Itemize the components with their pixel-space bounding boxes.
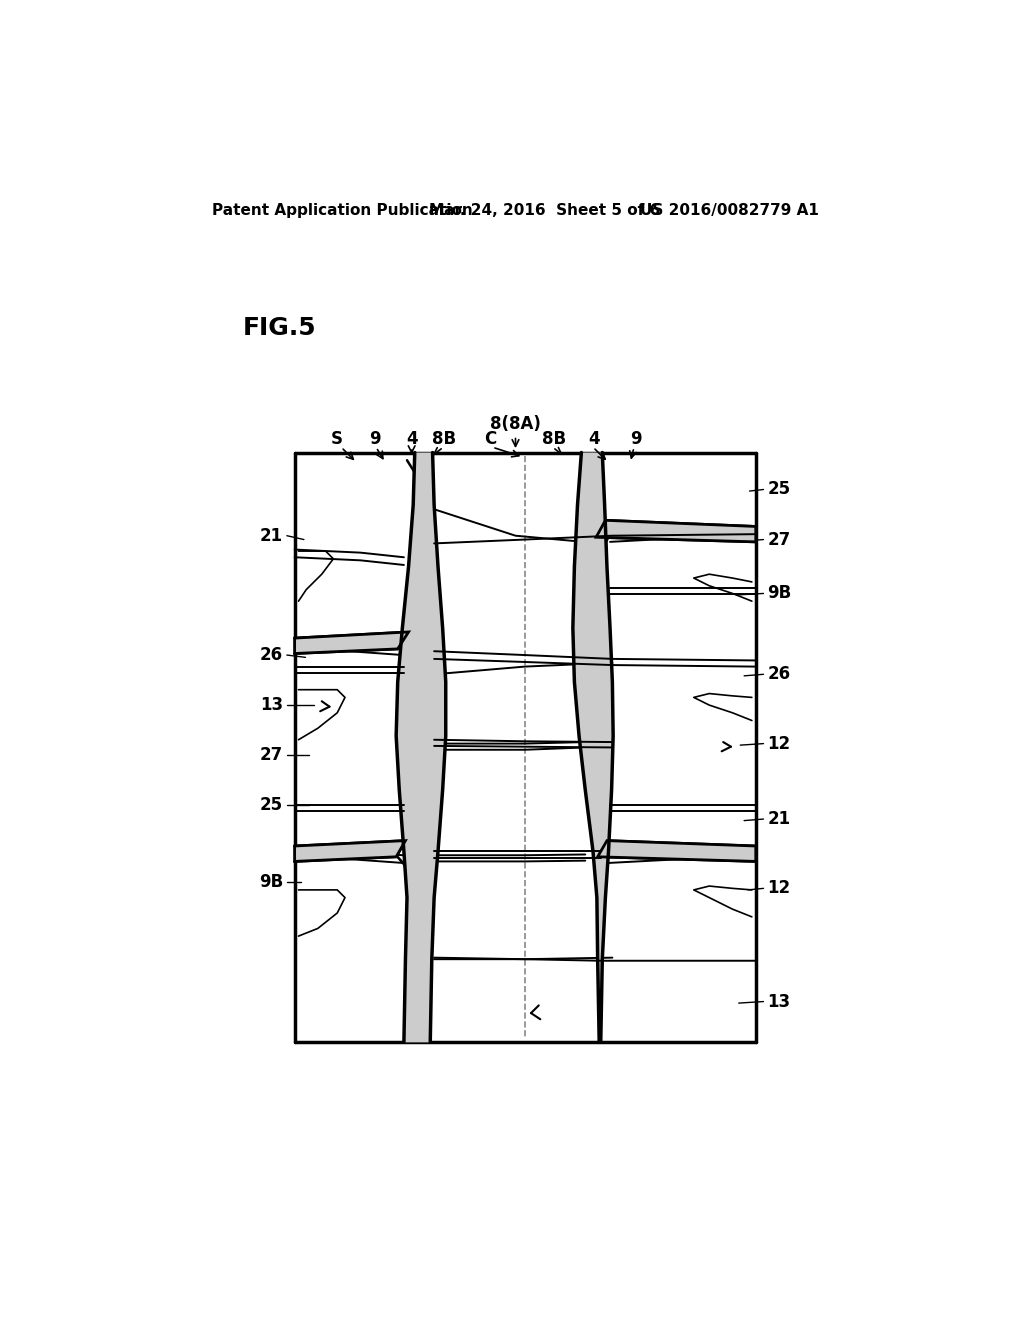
Text: 9B: 9B [259,874,283,891]
Text: 9: 9 [369,430,380,449]
Text: 12: 12 [767,879,791,898]
Text: 21: 21 [260,527,283,545]
Polygon shape [295,632,409,653]
Text: 27: 27 [767,531,791,549]
Text: 9B: 9B [767,585,792,602]
Polygon shape [396,453,445,1043]
Text: 9: 9 [630,430,641,449]
Text: 26: 26 [767,665,791,684]
Text: 8(8A): 8(8A) [490,414,541,433]
Text: C: C [484,430,497,449]
Text: FIG.5: FIG.5 [243,315,316,339]
Text: Mar. 24, 2016  Sheet 5 of 6: Mar. 24, 2016 Sheet 5 of 6 [429,203,659,218]
Polygon shape [596,520,756,543]
Text: 12: 12 [767,735,791,752]
Text: 21: 21 [767,810,791,828]
Text: 13: 13 [260,696,283,714]
Polygon shape [295,841,406,862]
Text: Patent Application Publication: Patent Application Publication [212,203,472,218]
Text: 26: 26 [260,645,283,664]
Text: 4: 4 [589,430,600,449]
Text: 25: 25 [767,480,791,499]
Text: 8B: 8B [432,430,457,449]
Text: S: S [331,430,343,449]
Text: US 2016/0082779 A1: US 2016/0082779 A1 [640,203,818,218]
Text: 13: 13 [767,993,791,1011]
Polygon shape [598,841,756,862]
Text: 25: 25 [260,796,283,814]
Text: 27: 27 [260,746,283,764]
Text: 4: 4 [406,430,418,449]
Text: 8B: 8B [542,430,566,449]
Polygon shape [572,453,613,1043]
